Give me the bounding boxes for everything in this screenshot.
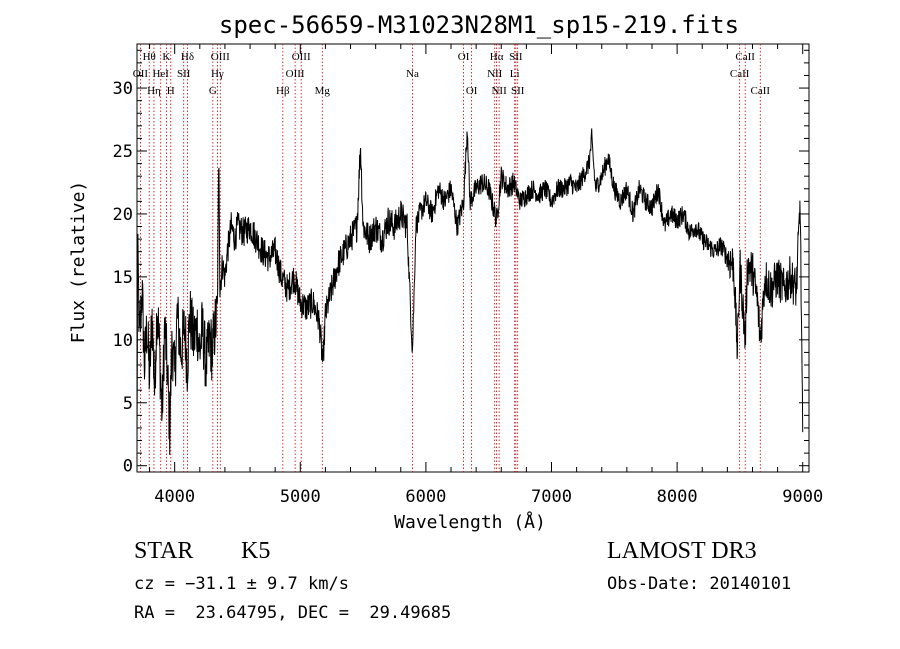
x-tick-label: 6000 [405, 487, 446, 507]
line-marker-label: G [209, 85, 217, 97]
line-marker-label: Hθ [143, 51, 156, 63]
x-tick-label: 4000 [154, 487, 195, 507]
x-axis-label: Wavelength (Å) [394, 511, 546, 533]
line-marker-label: Hη [147, 85, 161, 97]
line-marker-label: OIII [211, 51, 230, 63]
line-marker-label: Hδ [181, 51, 194, 63]
redshift-readout: cz = −31.1 ± 9.7 km/s [134, 574, 349, 594]
x-tick-label: 9000 [782, 487, 823, 507]
line-marker-label: SII [177, 68, 191, 80]
line-marker-label: H [167, 85, 175, 97]
coordinates-readout: RA = 23.64795, DEC = 29.49685 [134, 603, 452, 623]
y-tick-label: 10 [113, 331, 133, 351]
line-marker-label: NII [487, 68, 503, 80]
y-tick-label: 0 [123, 457, 133, 477]
y-tick-label: 25 [113, 142, 133, 162]
axes: 4000 5000 6000 7000 8000 9000 0 5 10 15 20 25 30 [113, 44, 823, 507]
y-axis-label: Flux (relative) [68, 181, 89, 344]
line-marker-label: CaII [750, 85, 770, 97]
x-tick-label: 5000 [280, 487, 321, 507]
y-tick-label: 5 [123, 394, 133, 414]
y-tick-label: 30 [113, 79, 133, 99]
line-marker-label: OII [133, 68, 149, 80]
line-marker-label: SII [511, 85, 525, 97]
line-marker-label: Hβ [276, 85, 290, 97]
spectrum-line [136, 128, 804, 455]
subclass-label: K5 [241, 538, 271, 564]
line-marker-label: Hα [490, 51, 504, 63]
y-tick-label: 15 [113, 268, 133, 288]
line-marker-label: Na [406, 68, 419, 80]
line-marker-label: CaII [735, 51, 755, 63]
line-marker-label: HeI [152, 68, 169, 80]
line-marker-label: NII [491, 85, 507, 97]
line-marker-label: OI [458, 51, 470, 63]
line-marker-label: Li [510, 68, 520, 80]
class-label: STAR [134, 538, 194, 564]
x-tick-label: 7000 [531, 487, 572, 507]
line-marker-label: OIII [292, 51, 311, 63]
x-tick-label: 8000 [657, 487, 698, 507]
line-markers [139, 44, 761, 472]
line-marker-labels: HθOIIHηHeIKHSIIHδGHγOIIIHβOIIIOIIIMgNaOI… [133, 51, 771, 97]
line-marker-label: OI [466, 85, 478, 97]
chart-title: spec-56659-M31023N28M1_sp15-219.fits [219, 11, 739, 39]
line-marker-label: CaII [730, 68, 750, 80]
line-marker-label: Hγ [211, 68, 224, 80]
line-marker-label: SII [509, 51, 523, 63]
y-tick-label: 20 [113, 205, 133, 225]
line-marker-label: Mg [315, 85, 331, 97]
survey-label: LAMOST DR3 [607, 538, 757, 564]
line-marker-label: OIII [286, 68, 305, 80]
spectrum-series [136, 128, 804, 455]
plot-frame [136, 43, 810, 473]
line-marker-label: K [162, 51, 170, 63]
obs-date: Obs-Date: 20140101 [607, 574, 792, 594]
